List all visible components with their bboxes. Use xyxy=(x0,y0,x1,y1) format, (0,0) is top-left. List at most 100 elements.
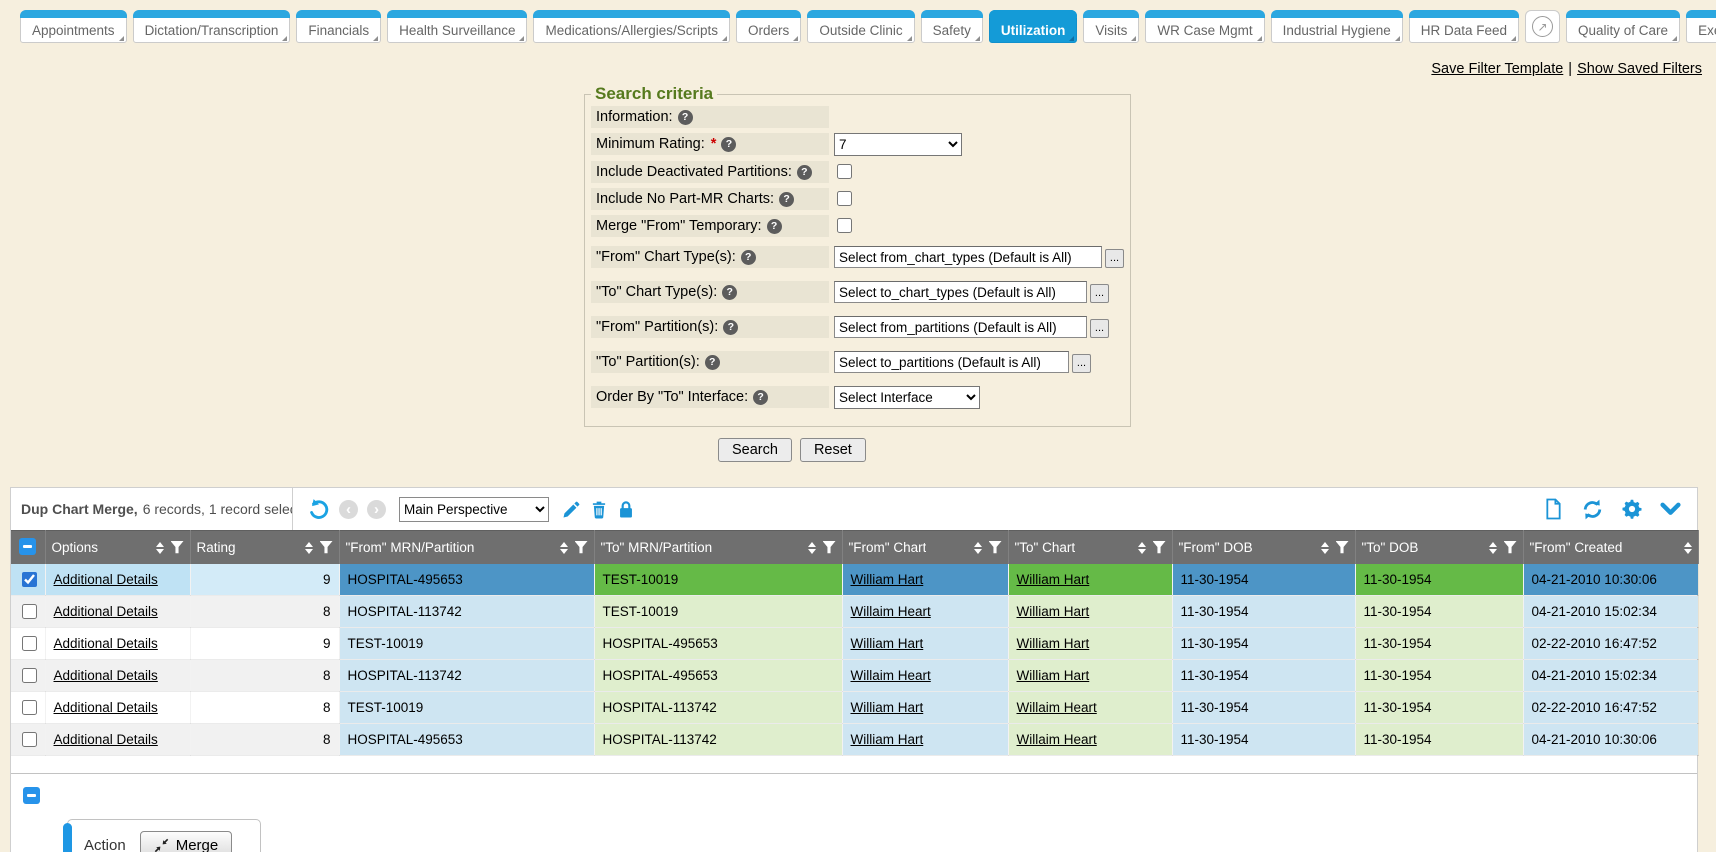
column-header-to-chart[interactable]: "To" Chart xyxy=(1008,530,1173,564)
sort-icon[interactable] xyxy=(1488,541,1497,554)
tab-outside-clinic[interactable]: Outside Clinic xyxy=(807,10,915,43)
to-chart-types-picker-button[interactable]: ... xyxy=(1090,284,1109,303)
row-checkbox[interactable] xyxy=(22,668,37,683)
row-checkbox[interactable] xyxy=(22,604,37,619)
merge-button[interactable]: Merge xyxy=(139,831,233,852)
column-header-rating[interactable]: Rating xyxy=(190,530,340,564)
from-chart-link[interactable]: Willaim Heart xyxy=(850,668,931,683)
include-deactivated-partitions-checkbox[interactable] xyxy=(837,164,852,179)
tab-safety[interactable]: Safety xyxy=(920,10,983,43)
help-icon[interactable]: ? xyxy=(766,218,782,234)
sort-icon[interactable] xyxy=(807,541,816,554)
sort-icon[interactable] xyxy=(155,541,164,554)
row-checkbox[interactable] xyxy=(22,572,37,587)
column-header-from-chart[interactable]: "From" Chart xyxy=(842,530,1009,564)
tab-quality-of-care[interactable]: Quality of Care xyxy=(1566,10,1681,43)
tab-hr-data-feed[interactable]: HR Data Feed xyxy=(1408,10,1520,43)
from-chart-link[interactable]: William Hart xyxy=(850,732,924,747)
sort-icon[interactable] xyxy=(1137,541,1146,554)
select-all-minus-icon[interactable] xyxy=(19,537,37,555)
sort-icon[interactable] xyxy=(1320,541,1329,554)
help-icon[interactable]: ? xyxy=(677,109,693,125)
row-checkbox[interactable] xyxy=(22,636,37,651)
from-partitions-input[interactable] xyxy=(834,316,1087,338)
include-no-part-mr-charts-checkbox[interactable] xyxy=(837,191,852,206)
additional-details-link[interactable]: Additional Details xyxy=(53,700,158,715)
filter-funnel-icon[interactable] xyxy=(822,541,836,554)
row-checkbox[interactable] xyxy=(22,732,37,747)
column-header-from-mrn-partition[interactable]: "From" MRN/Partition xyxy=(339,530,595,564)
from-chart-types-input[interactable] xyxy=(834,246,1102,268)
prev-page-icon[interactable]: ‹ xyxy=(339,499,358,519)
to-partitions-input[interactable] xyxy=(834,351,1069,373)
to-chart-link[interactable]: William Hart xyxy=(1016,604,1090,619)
order-by-interface-select[interactable]: Select Interface xyxy=(834,386,980,409)
search-button[interactable]: Search xyxy=(718,438,792,462)
from-chart-link[interactable]: William Hart xyxy=(850,572,924,587)
to-partitions-picker-button[interactable]: ... xyxy=(1072,354,1091,373)
tab-exec[interactable]: Exec xyxy=(1686,10,1716,43)
help-icon[interactable]: ? xyxy=(721,136,737,152)
tab-industrial-hygiene[interactable]: Industrial Hygiene xyxy=(1270,10,1403,43)
tab-orders[interactable]: Orders xyxy=(736,10,802,43)
tab-dictation-transcription[interactable]: Dictation/Transcription xyxy=(132,10,291,43)
column-header-options[interactable]: Options xyxy=(45,530,191,564)
additional-details-link[interactable]: Additional Details xyxy=(53,572,158,587)
from-partitions-picker-button[interactable]: ... xyxy=(1090,319,1109,338)
filter-funnel-icon[interactable] xyxy=(1335,541,1349,554)
row-checkbox[interactable] xyxy=(22,700,37,715)
additional-details-link[interactable]: Additional Details xyxy=(53,636,158,651)
to-chart-link[interactable]: Willaim Heart xyxy=(1016,732,1097,747)
sort-icon[interactable] xyxy=(304,541,313,554)
tab-medications-allergies-scripts[interactable]: Medications/Allergies/Scripts xyxy=(533,10,731,43)
next-page-icon[interactable]: › xyxy=(367,499,386,519)
tab-utilization[interactable]: Utilization xyxy=(988,10,1078,43)
filter-funnel-icon[interactable] xyxy=(170,541,184,554)
sort-icon[interactable] xyxy=(973,541,982,554)
perspective-select[interactable]: Main Perspective xyxy=(399,496,549,522)
tab-visits[interactable]: Visits xyxy=(1083,10,1140,43)
from-chart-link[interactable]: William Hart xyxy=(850,636,924,651)
to-chart-link[interactable]: Willaim Heart xyxy=(1016,700,1097,715)
help-icon[interactable]: ? xyxy=(723,319,739,335)
from-chart-types-picker-button[interactable]: ... xyxy=(1105,249,1124,268)
help-icon[interactable]: ? xyxy=(722,284,738,300)
from-chart-link[interactable]: Willaim Heart xyxy=(850,604,931,619)
help-icon[interactable]: ? xyxy=(779,191,795,207)
tab-health-surveillance[interactable]: Health Surveillance xyxy=(387,10,528,43)
minimum-rating-select[interactable]: 7 xyxy=(834,133,962,156)
new-document-icon[interactable] xyxy=(1544,498,1563,520)
column-header-from-created[interactable]: "From" Created xyxy=(1523,530,1699,564)
additional-details-link[interactable]: Additional Details xyxy=(53,604,158,619)
save-filter-template-link[interactable]: Save Filter Template xyxy=(1431,61,1564,77)
filter-funnel-icon[interactable] xyxy=(1152,541,1166,554)
collapse-chevron-down-icon[interactable] xyxy=(1660,502,1681,517)
help-icon[interactable]: ? xyxy=(753,389,769,405)
sort-icon[interactable] xyxy=(559,541,568,554)
from-chart-link[interactable]: William Hart xyxy=(850,700,924,715)
settings-gear-icon[interactable] xyxy=(1622,499,1642,519)
edit-pencil-icon[interactable] xyxy=(562,500,581,519)
tab-appointments[interactable]: Appointments xyxy=(20,10,127,43)
to-chart-types-input[interactable] xyxy=(834,281,1087,303)
reset-button[interactable]: Reset xyxy=(799,438,866,462)
collapse-selection-minus-icon[interactable] xyxy=(23,787,40,804)
show-saved-filters-link[interactable]: Show Saved Filters xyxy=(1577,61,1702,77)
column-header-from-dob[interactable]: "From" DOB xyxy=(1172,530,1356,564)
lock-icon[interactable] xyxy=(617,500,635,519)
help-icon[interactable]: ? xyxy=(740,249,756,265)
external-link-icon-tab[interactable]: ↗ xyxy=(1525,10,1561,43)
column-header-to-dob[interactable]: "To" DOB xyxy=(1355,530,1524,564)
to-chart-link[interactable]: William Hart xyxy=(1016,572,1090,587)
help-icon[interactable]: ? xyxy=(704,354,720,370)
refresh-icon[interactable] xyxy=(1581,498,1604,521)
filter-funnel-icon[interactable] xyxy=(574,541,588,554)
additional-details-link[interactable]: Additional Details xyxy=(53,668,158,683)
filter-funnel-icon[interactable] xyxy=(988,541,1002,554)
tab-financials[interactable]: Financials xyxy=(296,10,382,43)
additional-details-link[interactable]: Additional Details xyxy=(53,732,158,747)
filter-funnel-icon[interactable] xyxy=(319,541,333,554)
to-chart-link[interactable]: William Hart xyxy=(1016,636,1090,651)
tab-wr-case-mgmt[interactable]: WR Case Mgmt xyxy=(1145,10,1265,43)
merge-from-temporary-checkbox[interactable] xyxy=(837,218,852,233)
